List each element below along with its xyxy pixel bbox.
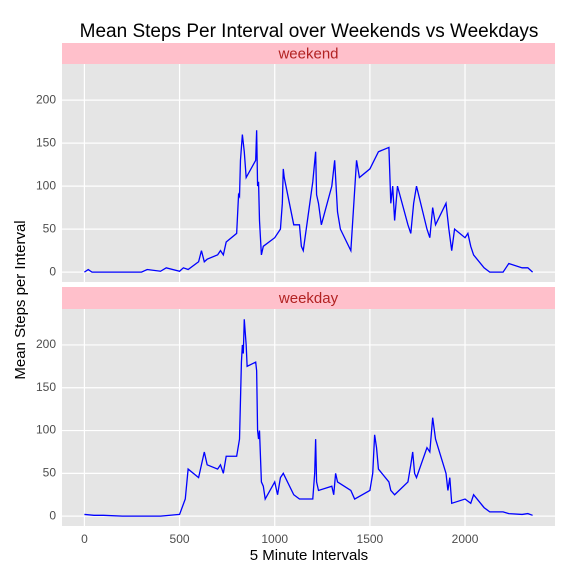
strip <box>62 43 555 64</box>
strip-label: weekday <box>278 290 339 307</box>
panel <box>62 64 555 282</box>
y-tick-label: 50 <box>43 466 57 480</box>
data-line <box>84 130 534 273</box>
strip-label: weekend <box>277 45 338 62</box>
x-tick-label: 2000 <box>452 532 479 546</box>
y-tick-label: 150 <box>36 135 56 149</box>
panel <box>62 309 555 526</box>
x-tick-label: 1000 <box>261 532 288 546</box>
y-tick-label: 0 <box>49 264 56 278</box>
strip <box>62 287 555 309</box>
x-axis-label: 5 Minute Intervals <box>250 547 368 564</box>
y-tick-label: 0 <box>49 508 56 522</box>
y-tick-label: 100 <box>36 423 56 437</box>
data-line <box>84 319 533 517</box>
y-tick-label: 200 <box>36 92 56 106</box>
y-axis-label: Mean Steps per Interval <box>12 220 29 379</box>
x-tick-label: 500 <box>170 532 190 546</box>
chart-title: Mean Steps Per Interval over Weekends vs… <box>80 21 539 42</box>
x-tick-label: 1500 <box>357 532 384 546</box>
y-tick-label: 150 <box>36 380 56 394</box>
x-tick-label: 0 <box>81 532 88 546</box>
y-tick-label: 50 <box>43 221 57 235</box>
y-tick-label: 200 <box>36 337 56 351</box>
y-tick-label: 100 <box>36 178 56 192</box>
